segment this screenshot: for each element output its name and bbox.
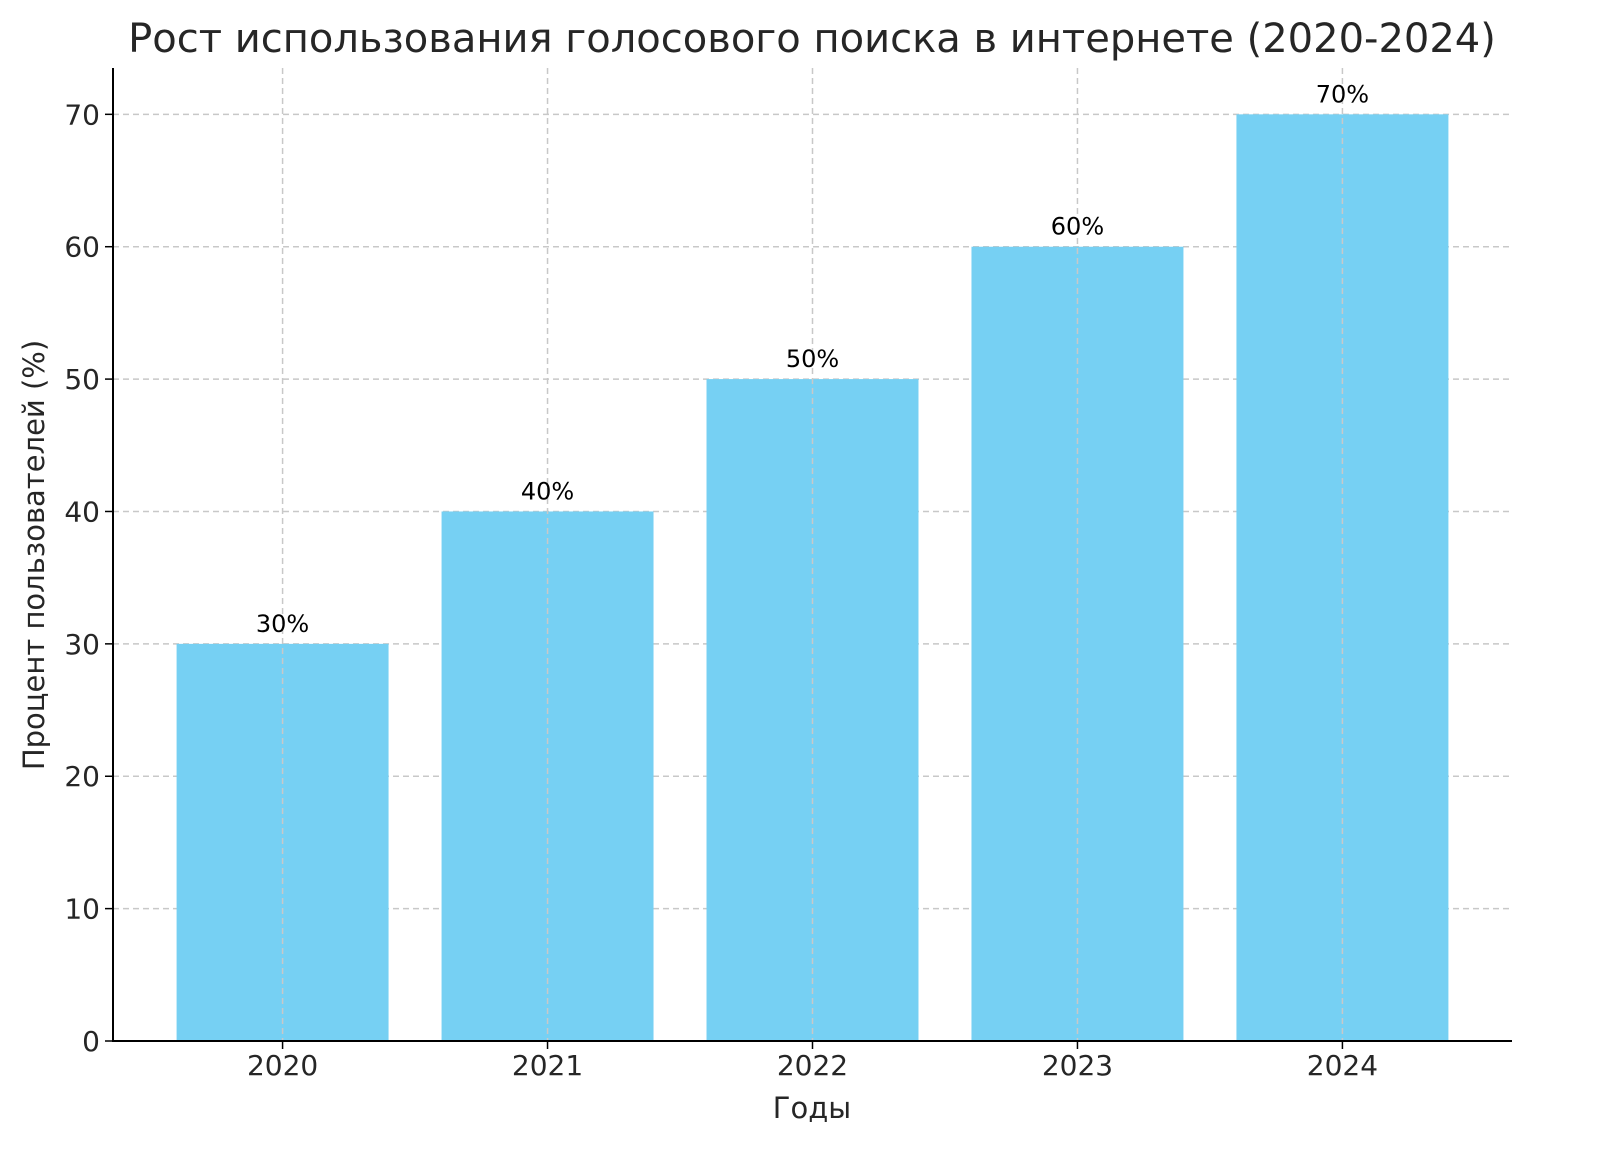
data-label: 40%	[521, 477, 574, 505]
data-label: 60%	[1051, 213, 1104, 241]
y-tick-label: 20	[64, 760, 100, 793]
x-tick-label: 2022	[777, 1049, 848, 1082]
x-axis-label: Годы	[773, 1091, 851, 1125]
y-tick-label: 0	[82, 1025, 100, 1058]
x-tick-label: 2024	[1307, 1049, 1378, 1082]
x-tick-label: 2021	[512, 1049, 583, 1082]
y-tick-label: 40	[64, 495, 100, 528]
y-tick-label: 50	[64, 363, 100, 396]
x-tick-label: 2020	[247, 1049, 318, 1082]
data-label: 70%	[1316, 80, 1369, 108]
y-axis-label: Процент пользователей (%)	[17, 340, 51, 770]
y-tick-label: 70	[64, 98, 100, 131]
y-tick-label: 30	[64, 628, 100, 661]
y-tick-label: 60	[64, 231, 100, 264]
y-tick-label: 10	[64, 893, 100, 926]
data-label: 30%	[256, 610, 309, 638]
x-tick-label: 2023	[1042, 1049, 1113, 1082]
chart-title: Рост использования голосового поиска в и…	[128, 16, 1496, 62]
data-label: 50%	[786, 345, 839, 373]
